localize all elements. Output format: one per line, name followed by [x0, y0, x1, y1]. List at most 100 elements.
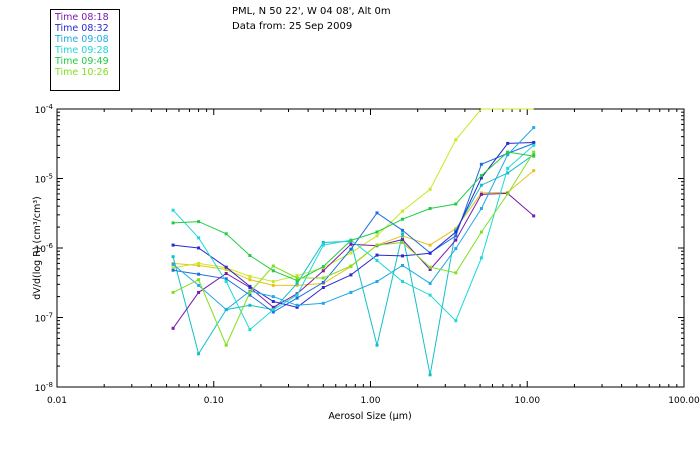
- series-point: [454, 319, 458, 323]
- series-point: [271, 269, 275, 273]
- extra-series-point: [349, 247, 353, 251]
- extra-series-point: [401, 209, 404, 213]
- series-point: [171, 290, 175, 294]
- extra-series-point: [375, 234, 379, 238]
- chart-title-date: Data from: 25 Sep 2009: [232, 21, 353, 32]
- plot-frame: [56, 108, 685, 388]
- series-point: [295, 303, 299, 307]
- series-point: [321, 265, 325, 269]
- extra-series-point: [506, 171, 510, 175]
- extra-series-point: [428, 243, 432, 247]
- series-point: [428, 251, 432, 255]
- legend-item-1026: Time 10:26: [55, 67, 109, 78]
- series-point: [454, 202, 458, 206]
- extra-series-point: [197, 272, 201, 276]
- series-point: [248, 284, 252, 288]
- series-point: [375, 253, 379, 257]
- series-point: [479, 192, 483, 196]
- extra-series-point: [197, 261, 201, 265]
- series-point: [224, 272, 228, 275]
- series-point: [271, 264, 275, 268]
- extra-series-point: [248, 303, 252, 307]
- series-point: [295, 279, 299, 283]
- legend: Time 08:18 Time 08:32 Time 09:08 Time 09…: [50, 9, 120, 91]
- series-point: [479, 176, 483, 180]
- series-point: [401, 264, 404, 267]
- extra-series-point: [375, 211, 379, 215]
- extra-series-point: [271, 280, 275, 283]
- extra-series-point: [349, 251, 353, 255]
- series-point: [532, 214, 536, 218]
- series-point: [349, 264, 353, 268]
- series-point: [428, 293, 432, 297]
- x-tick-label: 1.00: [360, 396, 380, 406]
- extra-series-point: [295, 283, 299, 287]
- legend-item-0908: Time 09:08: [55, 34, 109, 45]
- series-point: [479, 256, 483, 260]
- extra-series-point: [375, 343, 379, 347]
- x-tick-label: 0.01: [47, 396, 67, 406]
- extra-series-point: [248, 293, 252, 297]
- extra-series-point: [428, 187, 432, 191]
- extra-series-point: [171, 266, 175, 270]
- series-point: [171, 262, 175, 266]
- series-point: [428, 207, 432, 210]
- series-point: [224, 232, 228, 236]
- extra-series-point: [295, 274, 299, 278]
- series-point: [349, 273, 353, 277]
- x-tick-label: 10.00: [514, 396, 540, 406]
- x-tick-label: 100.00: [668, 396, 700, 406]
- series-point: [248, 254, 252, 257]
- extra-series-point: [454, 234, 458, 238]
- extra-series-point: [401, 232, 404, 236]
- series-point: [401, 217, 404, 221]
- series-point: [197, 278, 201, 282]
- extra-series-point: [532, 169, 536, 173]
- chart-title-location: PML, N 50 22', W 04 08', Alt 0m: [232, 6, 391, 17]
- series-line-0: [172, 192, 535, 329]
- series-point: [349, 239, 353, 242]
- extra-series-point: [428, 373, 432, 377]
- y-tick-label: 10-4: [35, 103, 54, 116]
- series-point: [506, 192, 510, 196]
- series-point: [321, 301, 325, 305]
- series-line-3: [172, 144, 535, 331]
- series-point: [197, 246, 201, 250]
- series-point: [321, 276, 325, 280]
- extra-series-point: [197, 264, 201, 267]
- series-point: [224, 343, 228, 347]
- legend-item-0832: Time 08:32: [55, 23, 109, 34]
- series-point: [271, 300, 275, 303]
- extra-series-point: [479, 162, 483, 166]
- legend-item-0928: Time 09:28: [55, 45, 109, 56]
- extra-series-point: [271, 310, 275, 314]
- x-axis-label: Aerosol Size (μm): [328, 411, 411, 422]
- series-point: [197, 220, 201, 224]
- series-point: [197, 236, 201, 240]
- extra-series-point: [248, 274, 252, 278]
- series-point: [532, 126, 536, 130]
- series-point: [295, 276, 299, 280]
- extra-series-point: [224, 277, 228, 281]
- series-point: [375, 280, 379, 283]
- series-point: [271, 295, 275, 299]
- series-point: [171, 221, 175, 225]
- extra-series-point: [295, 281, 299, 285]
- series-point: [401, 254, 404, 258]
- extra-series-point: [321, 280, 325, 284]
- extra-series-point: [197, 352, 201, 356]
- extra-series-point: [171, 255, 175, 259]
- series-point: [532, 143, 536, 147]
- series-point: [428, 265, 432, 269]
- series-point: [375, 243, 379, 247]
- extra-series-point: [248, 278, 252, 282]
- y-tick-label: 10-5: [35, 173, 53, 186]
- series-point: [295, 293, 299, 297]
- series-point: [295, 305, 299, 309]
- series-point: [248, 328, 252, 332]
- series-point: [224, 265, 228, 269]
- series-point: [506, 150, 510, 154]
- series-point: [171, 208, 175, 212]
- y-tick-label: 10-8: [35, 381, 53, 394]
